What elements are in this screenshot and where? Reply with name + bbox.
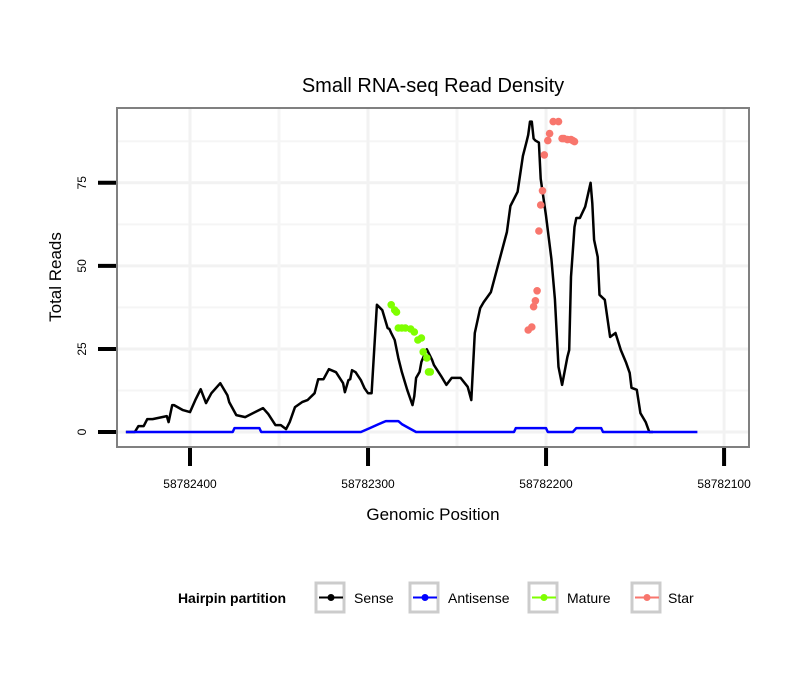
legend-item-sense: Sense xyxy=(314,581,394,614)
y-axis: 0 25 50 75 xyxy=(75,176,116,435)
data-point-star xyxy=(540,151,549,159)
data-point-star xyxy=(531,297,540,305)
data-point-star xyxy=(535,227,543,235)
x-tick-label: 58782200 xyxy=(519,477,573,491)
legend-key-point xyxy=(421,594,429,601)
y-tick-label: 0 xyxy=(75,428,89,435)
data-point-star xyxy=(549,117,557,126)
y-tick-label: 75 xyxy=(75,176,89,190)
legend-label: Mature xyxy=(567,590,611,606)
y-tick-label: 50 xyxy=(75,259,89,273)
x-tick-label: 58782300 xyxy=(341,477,395,491)
legend-label: Star xyxy=(668,590,694,606)
plot-panel xyxy=(116,107,750,448)
data-point-star xyxy=(554,117,563,126)
legend-label: Sense xyxy=(354,590,394,606)
legend-item-antisense: Antisense xyxy=(408,581,510,614)
y-tick-label: 25 xyxy=(75,342,89,356)
legend-item-star: Star xyxy=(630,581,694,614)
series-line-antisense xyxy=(125,419,698,434)
x-axis: 58782400 58782300 58782200 58782100 xyxy=(163,448,751,491)
data-point-star xyxy=(536,201,545,209)
data-point-mature xyxy=(410,328,419,336)
y-axis-title: Total Reads xyxy=(46,232,65,322)
data-point-star xyxy=(544,136,552,145)
x-tick-label: 58782400 xyxy=(163,477,217,491)
data-point-star xyxy=(570,137,579,146)
legend-title: Hairpin partition xyxy=(178,590,286,606)
series-line-sense xyxy=(125,120,653,434)
data-point-star xyxy=(529,302,538,311)
x-tick-label: 58782100 xyxy=(697,477,751,491)
data-point-star xyxy=(533,287,541,295)
data-point-mature xyxy=(417,334,426,342)
series-layer xyxy=(125,117,698,434)
legend-key-point xyxy=(540,594,548,601)
x-axis-title: Genomic Position xyxy=(366,505,499,524)
chart-title: Small RNA-seq Read Density xyxy=(302,75,564,97)
data-point-star xyxy=(538,187,547,195)
grid-lines xyxy=(117,108,749,447)
data-point-star xyxy=(545,129,554,138)
data-point-mature xyxy=(426,368,435,376)
panel-background xyxy=(117,108,749,447)
legend-label: Antisense xyxy=(448,590,510,606)
data-point-mature xyxy=(419,348,428,356)
data-point-star xyxy=(528,323,536,331)
legend-key-point xyxy=(643,594,651,601)
legend-key-point xyxy=(327,594,335,601)
data-point-mature xyxy=(423,354,431,362)
legend: Hairpin partition Sense Antisense Mature St… xyxy=(178,581,694,614)
panel-border xyxy=(116,107,750,448)
legend-item-mature: Mature xyxy=(527,581,611,614)
data-point-mature xyxy=(392,308,401,316)
